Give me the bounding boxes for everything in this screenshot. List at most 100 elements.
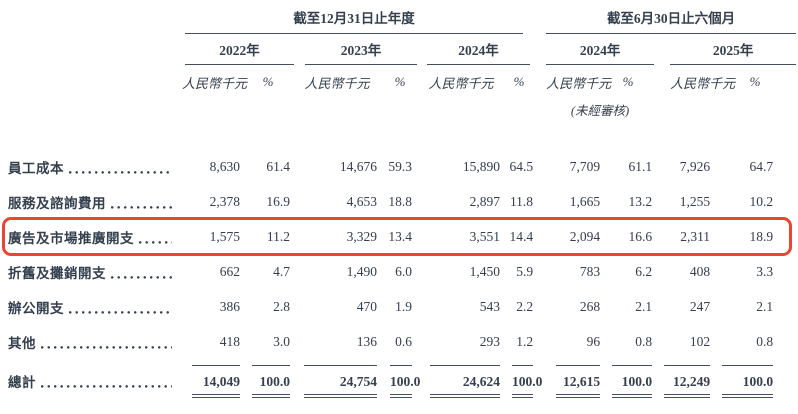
cell-value: 96 — [586, 333, 601, 349]
total-value: 24,754 — [304, 364, 377, 398]
row-label-text: 總計 — [8, 375, 36, 390]
cell-value: 61.1 — [628, 158, 653, 174]
total-cell-value: 24,624 — [420, 359, 502, 403]
cell-value: 16.9 — [266, 193, 290, 209]
row-label-text: 辦公開支 — [8, 300, 64, 316]
period-group-interim: 截至6月30日止六個月 — [546, 7, 797, 34]
cell-value: 1,255 — [679, 193, 711, 209]
cell-value: 5.9 — [516, 263, 534, 279]
column-gap — [536, 254, 546, 289]
row-label-text: 其他 — [8, 335, 36, 351]
cell-value: 1,665 — [569, 193, 601, 209]
year-header-2022: 2022年 — [185, 39, 294, 65]
total-cell-value: 12,249 — [654, 359, 712, 403]
column-gap — [536, 65, 546, 99]
period-group-annual: 截至12月31日止年度 — [185, 7, 524, 34]
cell-value: 7,709 — [569, 158, 601, 174]
column-gap — [536, 219, 546, 254]
cell-value: 11.8 — [509, 193, 534, 209]
percent-label: % — [262, 74, 274, 89]
cell-value: 408 — [689, 263, 711, 279]
table-total: 總計 14,049 100.0 24,754 100.0 24,624 100.0 12,61… — [0, 359, 798, 403]
table-row: 辦公開支 386 2.8 470 1.9 543 2.2 268 2.1 247 2.1 — [0, 289, 798, 324]
row-label: 辦公開支 — [0, 289, 182, 324]
cell-value: 0.8 — [635, 333, 653, 349]
unaudited-note-row: (未經審核) — [0, 99, 798, 121]
cell-value: 18.9 — [749, 228, 774, 244]
expense-breakdown-table: 截至12月31日止年度 截至6月30日止六個月 2022年 2023年 2024… — [0, 0, 798, 403]
table-row: 折舊及攤銷開支 662 4.7 1,490 6.0 1,450 5.9 783 6.2 408 3.… — [0, 254, 798, 289]
cell-value: 14.4 — [509, 228, 534, 244]
dot-leader — [41, 385, 172, 388]
cell-value: 2.1 — [756, 298, 774, 314]
total-cell-value: 100.0 — [712, 359, 798, 403]
cell-value: 6.2 — [635, 263, 653, 279]
year-header-row: 2022年 2023年 2024年 2024年 2025年 — [0, 34, 798, 65]
cell-value: 64.5 — [509, 158, 534, 174]
row-label: 服務及諮詢費用 — [0, 184, 182, 219]
row-label-text: 服務及諮詢費用 — [8, 195, 106, 211]
total-value: 12,249 — [664, 364, 711, 398]
period-group-header-row: 截至12月31日止年度 截至6月30日止六個月 — [0, 0, 798, 34]
cell-value: 2.8 — [273, 298, 290, 314]
cell-value: 3,329 — [346, 228, 377, 244]
cell-value: 2,897 — [469, 193, 500, 209]
cell-value: 1.2 — [516, 333, 534, 349]
total-value: 100.0 — [512, 364, 542, 398]
cell-value: 470 — [356, 298, 377, 314]
percent-label: % — [394, 74, 406, 89]
row-label-text: 廣告及市場推廣開支 — [8, 230, 134, 246]
unit-label: 人民幣千元 — [670, 75, 736, 91]
column-gap — [536, 149, 546, 184]
row-label: 折舊及攤銷開支 — [0, 254, 182, 289]
cell-value: 2,378 — [209, 193, 240, 209]
row-label-text: 員工成本 — [8, 160, 64, 176]
cell-value: 4,653 — [346, 193, 377, 209]
total-value: 100.0 — [612, 364, 653, 398]
total-row: 總計 14,049 100.0 24,754 100.0 24,624 100.0 12,61… — [0, 359, 798, 403]
dot-leader — [69, 310, 172, 314]
total-cell-value: 14,049 — [182, 359, 242, 403]
cell-value: 11.2 — [266, 228, 290, 244]
year-header-2024-interim: 2024年 — [546, 39, 655, 65]
dot-leader — [41, 345, 172, 349]
table-body: 員工成本 8,630 61.4 14,676 59.3 15,890 64.5 7,709 61… — [0, 149, 798, 359]
cell-value: 3.0 — [273, 333, 290, 349]
spacer-row — [0, 121, 798, 149]
cell-value: 59.3 — [388, 158, 412, 174]
cell-value: 16.6 — [628, 228, 653, 244]
percent-label: % — [622, 74, 634, 89]
cell-value: 1,575 — [209, 228, 240, 244]
row-label-text: 折舊及攤銷開支 — [8, 265, 106, 281]
total-value: 100.0 — [390, 364, 420, 398]
cell-value: 61.4 — [266, 158, 290, 174]
cell-value: 0.8 — [756, 333, 774, 349]
dot-leader — [139, 240, 172, 244]
total-cell-value: 100.0 — [242, 359, 294, 403]
cell-value: 1,450 — [469, 263, 500, 279]
unit-label: 人民幣千元 — [182, 75, 248, 91]
cell-value: 0.6 — [395, 333, 412, 349]
year-header-2023: 2023年 — [305, 39, 417, 65]
column-gap — [536, 289, 546, 324]
table-row: 其他 418 3.0 136 0.6 293 1.2 96 0.8 102 0.8 — [0, 324, 798, 359]
column-gap — [536, 184, 546, 219]
percent-label: % — [513, 74, 525, 89]
cell-value: 7,926 — [679, 158, 711, 174]
cell-value: 8,630 — [209, 158, 240, 174]
unit-header-row: 人民幣千元 % 人民幣千元 % 人民幣千元 % 人民幣千元 % 人民幣千元 % — [0, 65, 798, 99]
total-value: 14,049 — [192, 364, 240, 398]
cell-value: 14,676 — [339, 158, 377, 174]
unaudited-note: (未經審核) — [570, 104, 630, 118]
cell-value: 2,311 — [680, 228, 711, 244]
row-label: 廣告及市場推廣開支 — [0, 219, 182, 254]
cell-value: 783 — [579, 263, 601, 279]
row-label: 其他 — [0, 324, 182, 359]
percent-label: % — [749, 74, 761, 89]
total-cell-value: 100.0 — [502, 359, 542, 403]
empty-corner-cell — [0, 0, 182, 34]
column-gap — [536, 0, 546, 34]
cell-value: 543 — [479, 298, 500, 314]
cell-value: 1.9 — [395, 298, 412, 314]
